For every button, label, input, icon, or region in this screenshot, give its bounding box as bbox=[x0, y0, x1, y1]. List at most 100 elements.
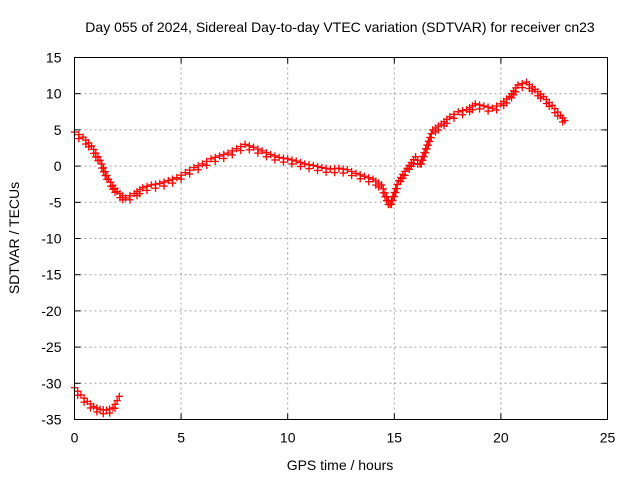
sdtvar-main-trace-mark bbox=[389, 196, 397, 205]
sdtvar-low-trace-point bbox=[113, 397, 121, 405]
sdtvar-main-trace-mark bbox=[288, 160, 296, 168]
sdtvar-main-trace-mark bbox=[348, 171, 356, 180]
sdtvar-main-trace-mark bbox=[203, 161, 211, 170]
sdtvar-main-trace-point bbox=[292, 157, 300, 165]
sdtvar-main-trace-mark bbox=[392, 188, 400, 197]
plot-frame bbox=[74, 57, 608, 420]
sdtvar-low-trace-mark bbox=[80, 398, 88, 406]
sdtvar-main-trace-point bbox=[173, 174, 181, 182]
sdtvar-main-trace-point bbox=[488, 104, 497, 112]
sdtvar-main-trace-mark bbox=[271, 156, 279, 164]
sdtvar-main-trace-point bbox=[318, 163, 326, 172]
sdtvar-main-trace-mark bbox=[492, 106, 501, 114]
sdtvar-main-trace-point bbox=[548, 101, 556, 109]
sdtvar-main-trace-mark bbox=[313, 166, 322, 175]
sdtvar-main-trace-mark bbox=[143, 186, 151, 195]
sdtvar-main-trace-mark bbox=[421, 149, 430, 157]
sdtvar-main-trace-point bbox=[377, 181, 386, 189]
sdtvar-main-trace-mark bbox=[211, 157, 219, 166]
sdtvar-main-trace-point bbox=[343, 166, 352, 174]
sdtvar-low-trace-mark bbox=[111, 404, 119, 412]
sdtvar-main-trace-mark bbox=[220, 154, 228, 163]
sdtvar-main-trace-mark bbox=[512, 88, 520, 96]
sdtvar-main-trace-mark bbox=[339, 169, 347, 177]
y-tick-label: -30 bbox=[41, 375, 61, 391]
sdtvar-main-trace-mark bbox=[228, 151, 236, 159]
x-tick-label: 20 bbox=[493, 430, 509, 446]
sdtvar-main-trace-mark bbox=[542, 99, 551, 108]
sdtvar-main-trace-mark bbox=[245, 146, 253, 154]
grid-lines bbox=[74, 57, 608, 420]
sdtvar-main-trace-point bbox=[156, 179, 164, 188]
y-tick-label: -15 bbox=[41, 267, 61, 283]
sdtvar-main-trace-mark bbox=[279, 158, 288, 166]
y-axis-label: SDTVAR / TECUs bbox=[6, 182, 22, 294]
sdtvar-main-trace-point bbox=[471, 100, 479, 108]
sdtvar-main-trace-mark bbox=[254, 149, 262, 157]
sdtvar-main-trace-mark bbox=[475, 105, 484, 113]
sdtvar-main-trace-mark bbox=[151, 184, 160, 192]
sdtvar-main-trace-mark bbox=[419, 156, 427, 165]
chart-title: Day 055 of 2024, Sidereal Day-to-day VTE… bbox=[85, 19, 595, 35]
sdtvar-main-trace-point bbox=[258, 147, 266, 155]
x-tick-label: 5 bbox=[177, 430, 185, 446]
sdtvar-main-trace-mark bbox=[168, 179, 177, 187]
sdtvar-main-trace-mark bbox=[393, 184, 401, 193]
sdtvar-low-trace-point bbox=[77, 391, 85, 399]
sdtvar-main-trace-point bbox=[96, 156, 104, 164]
sdtvar-main-trace-mark bbox=[75, 134, 83, 143]
sdtvar-main-trace-mark bbox=[160, 182, 168, 190]
sdtvar-main-trace-mark bbox=[458, 111, 467, 119]
sdtvar-main-trace-point bbox=[352, 169, 360, 177]
sdtvar-main-trace-mark bbox=[126, 196, 134, 204]
sdtvar-main-trace-mark bbox=[434, 126, 443, 134]
sdtvar-main-trace-point bbox=[266, 150, 275, 159]
sdtvar-main-trace-mark bbox=[545, 102, 553, 111]
sdtvar-main-trace-point bbox=[198, 160, 207, 168]
sdtvar-main-trace-mark bbox=[194, 166, 202, 174]
sdtvar-main-trace-point bbox=[122, 194, 130, 202]
sdtvar-main-trace-mark bbox=[177, 175, 185, 183]
sdtvar-main-trace-mark bbox=[426, 137, 434, 146]
axis-ticks: 0 5 10 15 20 25 15 10 5 0 -5 -10 -15 -20 -25 -30 -35 bbox=[41, 50, 615, 446]
sdtvar-main-trace-mark bbox=[420, 152, 428, 161]
sdtvar-main-trace-mark bbox=[262, 153, 271, 161]
sdtvar-main-trace-point bbox=[309, 161, 317, 170]
sdtvar-main-trace-mark bbox=[136, 190, 144, 198]
sdtvar-main-trace-mark bbox=[356, 175, 364, 183]
sdtvar-main-trace-mark bbox=[450, 114, 458, 122]
y-tick-label: 0 bbox=[54, 158, 62, 174]
sdtvar-low-trace-point bbox=[115, 392, 123, 400]
sdtvar-main-trace-mark bbox=[82, 140, 90, 148]
sdtvar-main-trace-point bbox=[275, 153, 283, 162]
sdtvar-low-trace-point bbox=[102, 406, 111, 414]
sdtvar-main-trace-mark bbox=[185, 170, 194, 178]
sdtvar-main-trace-mark bbox=[443, 119, 451, 127]
sdtvar-main-trace-point bbox=[224, 149, 232, 157]
sdtvar-main-trace-point bbox=[301, 160, 309, 168]
x-tick-label: 25 bbox=[600, 430, 616, 446]
sdtvar-main-trace-mark bbox=[468, 106, 477, 114]
sdtvar-main-trace-mark bbox=[417, 160, 425, 168]
y-tick-label: -35 bbox=[41, 412, 61, 428]
sdtvar-main-trace-mark bbox=[322, 168, 330, 176]
sdtvar-main-trace-mark bbox=[296, 162, 305, 171]
sdtvar-main-trace-point bbox=[539, 92, 548, 101]
y-tick-label: 10 bbox=[46, 86, 62, 102]
sdtvar-main-trace-point bbox=[164, 176, 172, 185]
sdtvar-main-trace-point bbox=[181, 168, 190, 177]
x-axis-label: GPS time / hours bbox=[287, 457, 394, 473]
sdtvar-main-trace-point bbox=[249, 143, 258, 151]
sdtvar-main-trace-point bbox=[190, 163, 198, 172]
sdtvar-main-trace-point bbox=[480, 102, 488, 110]
sdtvar-main-trace-point bbox=[207, 155, 215, 163]
sdtvar-main-trace-point bbox=[335, 164, 343, 172]
sdtvar-main-trace-mark bbox=[423, 145, 431, 153]
sdtvar-main-trace-point bbox=[232, 145, 241, 153]
y-tick-label: 15 bbox=[46, 50, 62, 66]
sdtvar-main-trace-mark bbox=[424, 141, 433, 149]
sdtvar-main-trace-mark bbox=[85, 143, 93, 151]
y-tick-label: -20 bbox=[41, 303, 61, 319]
y-tick-label: -5 bbox=[49, 194, 62, 210]
